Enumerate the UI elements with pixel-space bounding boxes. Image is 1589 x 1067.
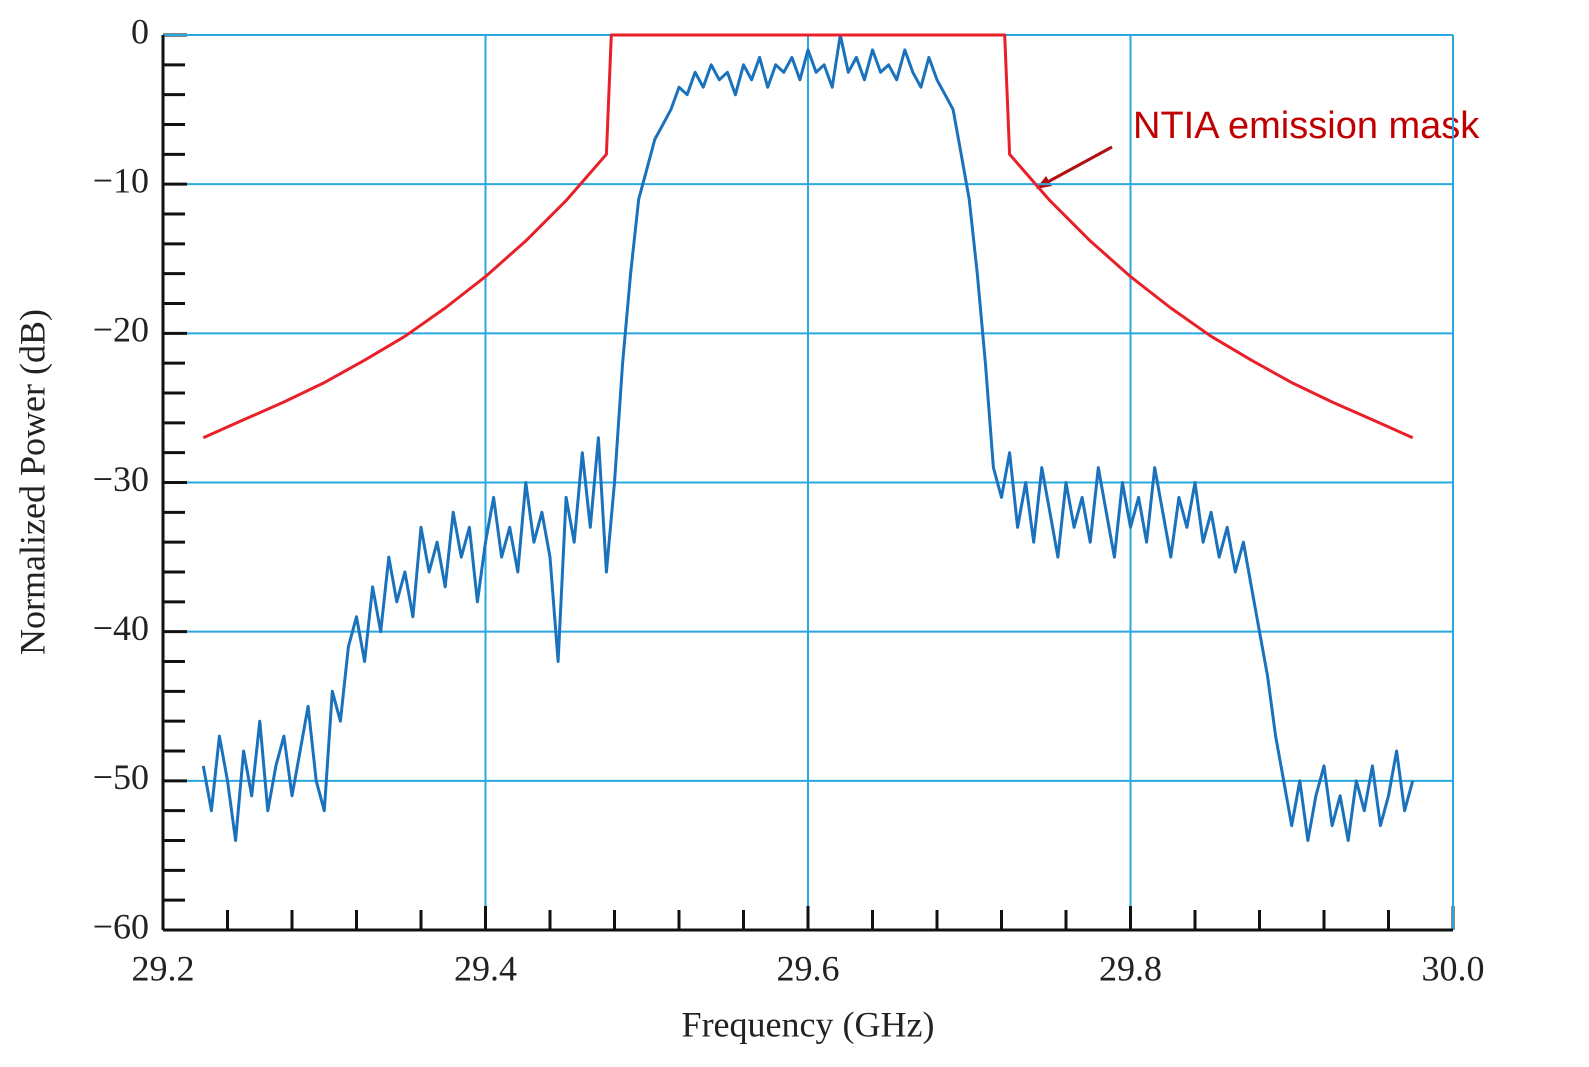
x-tick-label: 30.0 <box>1422 948 1485 988</box>
series-line <box>202 33 1414 440</box>
annotation-arrow <box>1043 145 1113 186</box>
annotation: NTIA emission mask <box>1133 105 1480 147</box>
series-line <box>201 33 1415 842</box>
y-tick-label: −10 <box>93 160 149 200</box>
x-axis-label: Frequency (GHz) <box>682 1004 935 1044</box>
y-tick-label: 0 <box>131 11 149 51</box>
x-tick-label: 29.4 <box>454 948 517 988</box>
y-tick-label: −40 <box>93 608 149 648</box>
x-tick-label: 29.6 <box>777 948 840 988</box>
y-axis-label: Normalized Power (dB) <box>12 309 52 655</box>
y-tick-label: −30 <box>93 459 149 499</box>
y-tick-label: −20 <box>93 310 149 350</box>
x-tick-label: 29.8 <box>1099 948 1162 988</box>
y-tick-label: −50 <box>93 757 149 797</box>
y-tick-label: −60 <box>93 906 149 946</box>
annotation-arrowhead <box>1036 176 1052 189</box>
x-tick-label: 29.2 <box>132 948 195 988</box>
